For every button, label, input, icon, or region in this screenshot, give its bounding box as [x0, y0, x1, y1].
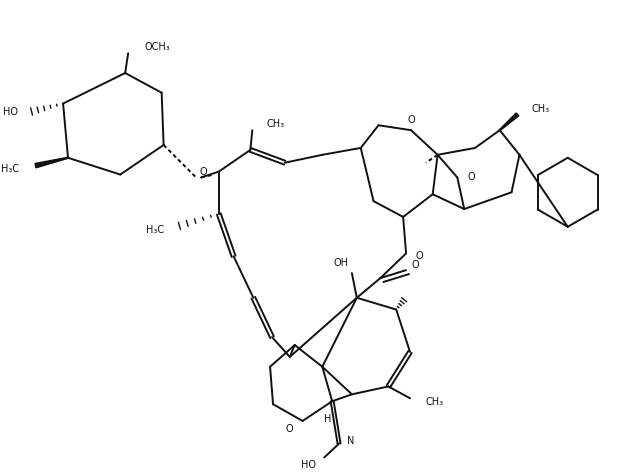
- Text: HO: HO: [302, 460, 316, 470]
- Text: O: O: [407, 115, 415, 125]
- Text: CH₃: CH₃: [266, 119, 284, 129]
- Text: O: O: [411, 260, 418, 270]
- Text: OH: OH: [334, 258, 349, 268]
- Polygon shape: [499, 113, 519, 131]
- Text: H: H: [324, 414, 331, 424]
- Text: HO: HO: [2, 107, 18, 117]
- Text: O: O: [416, 251, 423, 262]
- Polygon shape: [35, 158, 68, 168]
- Text: CH₃: CH₃: [531, 104, 549, 114]
- Text: O: O: [467, 173, 475, 183]
- Text: OCH₃: OCH₃: [145, 43, 171, 53]
- Text: O: O: [199, 166, 207, 176]
- Text: N: N: [347, 436, 354, 446]
- Text: H₃C: H₃C: [1, 164, 19, 174]
- Text: H₃C: H₃C: [146, 225, 164, 235]
- Text: CH₃: CH₃: [426, 397, 444, 407]
- Text: O: O: [285, 424, 293, 434]
